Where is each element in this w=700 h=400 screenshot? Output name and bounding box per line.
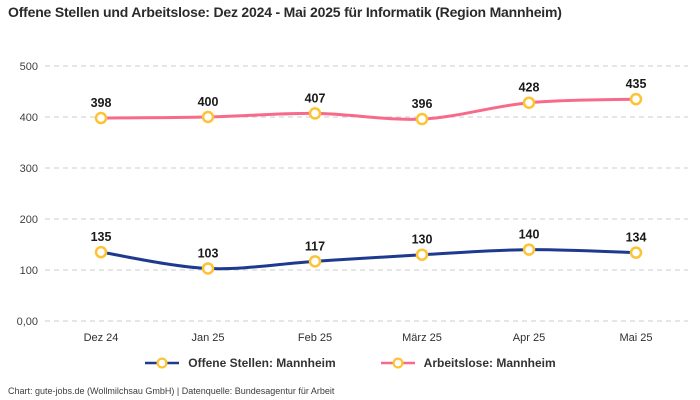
data-point-marker[interactable] [415, 248, 429, 261]
data-point-label: 407 [305, 91, 326, 105]
chart-title: Offene Stellen und Arbeitslose: Dez 2024… [8, 4, 562, 20]
data-point-label: 428 [519, 81, 540, 95]
data-point-label: 117 [305, 239, 325, 253]
legend-swatch-offene-stellen [145, 357, 180, 369]
x-tick-label: März 25 [402, 332, 442, 344]
x-tick-label: Dez 24 [84, 332, 119, 344]
x-tick-label: Mai 25 [619, 332, 652, 344]
series-line [99, 248, 638, 271]
data-point-label: 398 [91, 96, 112, 110]
data-point-label: 134 [626, 231, 647, 245]
y-tick-label: 200 [20, 214, 38, 226]
data-point-marker[interactable] [522, 243, 536, 256]
series-line [99, 97, 638, 121]
data-point-label: 103 [198, 246, 219, 260]
data-point-marker[interactable] [201, 262, 215, 275]
attribution: Chart: gute-jobs.de (Wollmilchsau GmbH) … [8, 386, 335, 396]
legend-item-offene-stellen[interactable]: Offene Stellen: Mannheim [144, 356, 336, 370]
legend-item-arbeitslose[interactable]: Arbeitslose: Mannheim [380, 356, 556, 370]
line-chart: 0,00 100 200 300 400 500 Dez 24 Jan 25 Feb 25 Mär… [17, 61, 688, 344]
x-tick-label: Feb 25 [298, 332, 332, 344]
data-point-marker[interactable] [201, 110, 215, 124]
data-point-marker[interactable] [308, 255, 322, 268]
chart-legend: Offene Stellen: Mannheim Arbeitslose: Ma… [0, 356, 700, 370]
data-point-marker[interactable] [522, 96, 536, 109]
data-point-marker[interactable] [94, 245, 108, 259]
data-point-marker[interactable] [308, 107, 322, 120]
legend-label-arbeitslose: Arbeitslose: Mannheim [423, 356, 556, 370]
y-tick-label: 300 [20, 163, 38, 175]
y-tick-label: 100 [20, 265, 38, 277]
data-point-marker[interactable] [629, 92, 643, 106]
data-point-label: 135 [91, 230, 112, 244]
x-tick-label: Jan 25 [191, 332, 224, 344]
data-point-marker[interactable] [415, 112, 429, 126]
y-tick-label: 500 [20, 61, 38, 73]
y-tick-label: 0,00 [17, 316, 38, 328]
data-point-label: 140 [519, 228, 540, 242]
data-point-marker[interactable] [629, 246, 643, 259]
x-tick-label: Apr 25 [513, 332, 545, 344]
data-point-label: 130 [412, 233, 433, 247]
data-point-label: 396 [412, 97, 433, 111]
y-tick-label: 400 [20, 112, 38, 124]
data-point-marker[interactable] [94, 111, 108, 125]
data-point-label: 400 [198, 95, 219, 109]
legend-swatch-arbeitslose [380, 357, 415, 369]
data-point-label: 435 [626, 77, 647, 91]
legend-label-offene-stellen: Offene Stellen: Mannheim [188, 356, 336, 370]
